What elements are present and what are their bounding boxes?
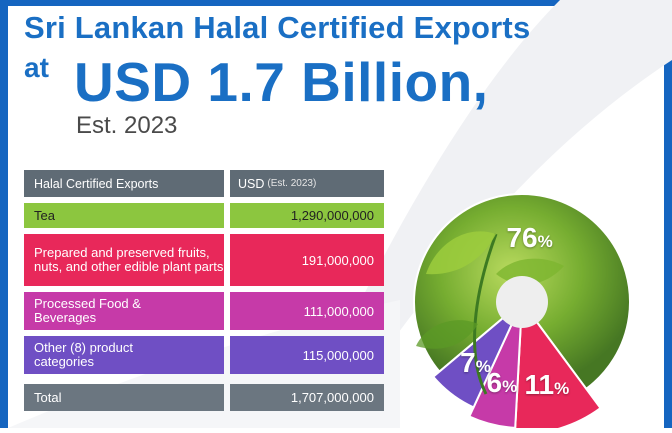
pie-slice-value: 76 <box>506 222 538 254</box>
title-line-1: Sri Lankan Halal Certified Exports <box>24 10 531 45</box>
frame-left-bar <box>0 0 8 428</box>
title-at: at <box>24 52 49 83</box>
table-row: Tea 1,290,000,000 <box>24 203 384 228</box>
pie-slice-label: 7% <box>460 347 491 379</box>
total-category-cell: Total <box>24 384 224 411</box>
row-value: 191,000,000 <box>301 252 374 268</box>
row-category-cell: Processed Food & Beverages <box>24 292 224 330</box>
header-usd-cell: USD (Est. 2023) <box>230 170 384 197</box>
row-value: 115,000,000 <box>302 347 374 363</box>
total-value: 1,707,000,000 <box>290 390 374 405</box>
pie-slice-unit: % <box>554 379 570 399</box>
frame-top-bar <box>0 0 672 6</box>
row-category-label: Other (8) product categories <box>34 340 133 369</box>
pie-slice-value: 6 <box>486 366 503 398</box>
row-category-label: Prepared and preserved fruits, nuts, and… <box>34 245 224 274</box>
pie-slice-unit: % <box>537 232 553 252</box>
header-usd-label: USD <box>238 176 265 191</box>
pie-slice-unit: % <box>475 356 491 376</box>
row-value: 111,000,000 <box>303 303 374 319</box>
table-row: Other (8) product categories 115,000,000 <box>24 336 384 374</box>
pie-slice <box>431 301 523 409</box>
pie-chart: 76% 11% 6% 7% <box>396 164 672 433</box>
row-value-cell: 111,000,000 <box>230 292 384 330</box>
header-category-cell: Halal Certified Exports <box>24 170 224 197</box>
row-category-cell: Other (8) product categories <box>24 336 224 374</box>
pie-slice-value: 11 <box>524 369 555 401</box>
pie-chart-svg <box>413 193 631 433</box>
row-category-label: Processed Food & Beverages <box>34 296 141 325</box>
header-category-label: Halal Certified Exports <box>34 176 159 191</box>
row-category-label: Tea <box>34 207 55 223</box>
pie-slice-label: 76% <box>506 222 552 254</box>
pie-center-hole <box>496 276 548 328</box>
pie-slice-value: 7 <box>460 346 476 378</box>
total-label: Total <box>34 389 62 405</box>
frame-right-bar <box>664 0 672 428</box>
pie-slice-label: 11% <box>525 369 570 401</box>
table-row: Processed Food & Beverages 111,000,000 <box>24 292 384 330</box>
title-amount: USD 1.7 Billion, <box>74 51 489 113</box>
row-category-cell: Prepared and preserved fruits, nuts, and… <box>24 234 224 286</box>
title-est-year: Est. 2023 <box>76 112 178 139</box>
row-value-cell: 1,290,000,000 <box>230 203 384 228</box>
row-value-cell: 115,000,000 <box>230 336 384 374</box>
table-header-row: Halal Certified Exports USD (Est. 2023) <box>24 170 384 197</box>
row-value: 1,290,000,000 <box>290 208 374 223</box>
row-category-cell: Tea <box>24 203 224 228</box>
header-usd-note: (Est. 2023) <box>267 178 317 189</box>
total-value-cell: 1,707,000,000 <box>230 384 384 411</box>
row-value-cell: 191,000,000 <box>230 234 384 286</box>
table-row: Prepared and preserved fruits, nuts, and… <box>24 234 384 286</box>
table-total-row: Total 1,707,000,000 <box>24 384 384 411</box>
pie-slice-unit: % <box>502 376 518 396</box>
pie-slice-label: 6% <box>487 367 518 399</box>
